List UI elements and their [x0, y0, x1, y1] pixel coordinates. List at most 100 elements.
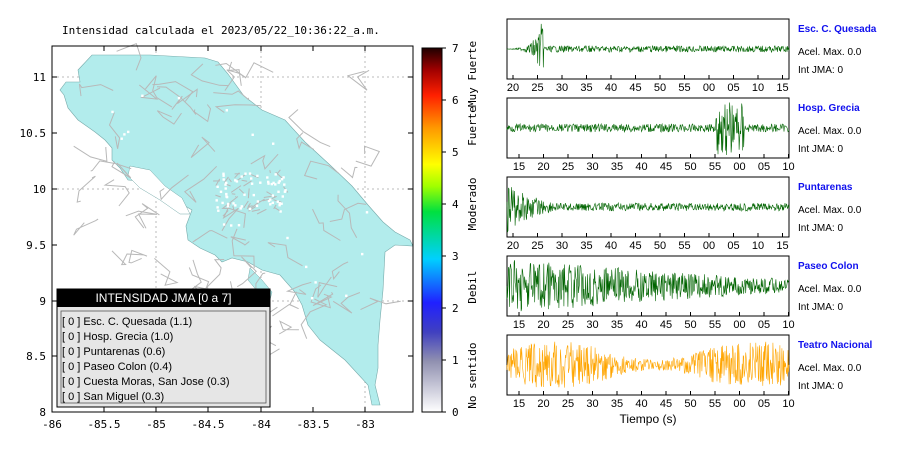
road — [215, 178, 221, 186]
waveform-tick-label: 35 — [611, 319, 623, 331]
road — [134, 203, 160, 229]
station-marker — [225, 192, 228, 196]
station-marker — [225, 109, 228, 112]
road — [278, 320, 299, 335]
waveform-tick-label: 25 — [531, 82, 543, 94]
road — [205, 259, 225, 289]
station-marker — [225, 181, 228, 185]
waveform-tick-label: 45 — [629, 82, 641, 94]
waveform-panel: 15 20 25 30 35 40 45 50 55 00 05 10 — [506, 97, 795, 173]
waveform-tick-label: 25 — [531, 240, 543, 252]
jma-intensity: Int JMA: 0 — [798, 302, 844, 313]
road — [190, 136, 216, 158]
station-marker — [305, 265, 308, 269]
road — [214, 104, 262, 113]
waveform-tick-label: 40 — [605, 240, 617, 252]
road — [269, 169, 271, 174]
station-marker — [287, 312, 290, 315]
colorbar-tick-label: 0 — [452, 406, 459, 419]
road — [73, 145, 108, 162]
road — [192, 230, 228, 243]
max-acceleration: Acel. Max. 0.0 — [798, 363, 862, 374]
road — [236, 256, 257, 288]
station-marker — [266, 176, 269, 179]
station-marker — [274, 183, 277, 186]
station-marker — [252, 193, 255, 197]
station-marker — [314, 281, 317, 284]
station-marker — [355, 172, 358, 175]
waveform-tick-label: 05 — [727, 240, 739, 252]
station-marker — [250, 177, 253, 180]
road — [296, 132, 315, 151]
road — [340, 166, 358, 179]
road — [332, 292, 361, 314]
road — [310, 284, 331, 309]
station-marker — [120, 137, 123, 140]
waveform-trace — [506, 187, 790, 233]
road — [355, 145, 381, 167]
waveform-panel: 20 25 30 35 40 45 50 55 00 05 10 15 — [506, 176, 790, 252]
station-marker — [141, 94, 144, 97]
waveform-tick-label: 25 — [562, 319, 574, 331]
road — [256, 208, 267, 215]
colorbar-tick-label: 5 — [452, 146, 459, 159]
waveform-tick-label: 40 — [635, 161, 647, 173]
waveform-panel: 20 25 30 35 40 45 50 55 00 05 10 15 — [506, 18, 790, 94]
road — [152, 81, 194, 102]
max-acceleration: Acel. Max. 0.0 — [798, 284, 862, 295]
colorbar-label: Muy Fuerte — [466, 41, 479, 107]
legend-item: [ 0 ] Hosp. Grecia (1.0) — [62, 331, 173, 343]
station-marker — [232, 202, 235, 205]
waveform-tick-label: 55 — [709, 398, 721, 410]
jma-intensity: Int JMA: 0 — [798, 144, 844, 155]
waveform-tick-label: 10 — [782, 161, 794, 173]
road — [193, 104, 212, 123]
waveform-tick-label: 10 — [782, 319, 794, 331]
station-marker — [310, 297, 314, 300]
road — [154, 258, 179, 286]
road — [230, 185, 242, 193]
waveform-tick-label: 20 — [537, 319, 549, 331]
waveform-tick-label: 10 — [752, 240, 764, 252]
waveform-tick-label: 15 — [776, 82, 788, 94]
road — [128, 249, 148, 264]
map-title: Intensidad calculada el 2023/05/22_10:36… — [62, 24, 380, 37]
y-tick-label: 8 — [39, 406, 46, 419]
station-marker — [234, 179, 237, 182]
waveform-tick-label: 35 — [580, 240, 592, 252]
waveform-tick-label: 50 — [684, 398, 696, 410]
station-marker — [215, 199, 218, 202]
road — [331, 261, 349, 280]
station-marker — [276, 200, 279, 203]
colorbar-bar — [421, 47, 443, 413]
waveform-tick-label: 10 — [782, 398, 794, 410]
station-marker — [277, 181, 280, 184]
waveform-panel: 15 20 25 30 35 40 45 50 55 00 05 10 — [506, 255, 795, 331]
station-name: Paseo Colon — [798, 261, 859, 272]
station-marker — [248, 172, 252, 175]
station-marker — [284, 189, 287, 192]
station-marker — [274, 173, 277, 176]
road — [213, 90, 249, 101]
y-tick-label: 10.5 — [20, 127, 47, 140]
road — [312, 208, 341, 241]
station-marker — [123, 133, 126, 136]
colorbar-label: Fuerte — [466, 106, 479, 146]
waveform-tick-label: 25 — [562, 398, 574, 410]
road — [250, 153, 279, 170]
station-marker — [222, 172, 225, 175]
station-marker — [221, 201, 224, 205]
legend-inner — [60, 310, 267, 404]
road — [300, 298, 328, 339]
colorbar-label: No sentido — [466, 342, 479, 408]
station-marker — [361, 252, 364, 256]
station-marker — [365, 211, 369, 214]
station-marker — [310, 341, 314, 344]
station-marker — [271, 194, 275, 197]
jma-intensity: Int JMA: 0 — [798, 65, 844, 76]
waveform-tick-label: 00 — [733, 319, 745, 331]
road — [90, 160, 132, 172]
station-marker — [259, 181, 262, 184]
waveform-tick-label: 40 — [605, 82, 617, 94]
